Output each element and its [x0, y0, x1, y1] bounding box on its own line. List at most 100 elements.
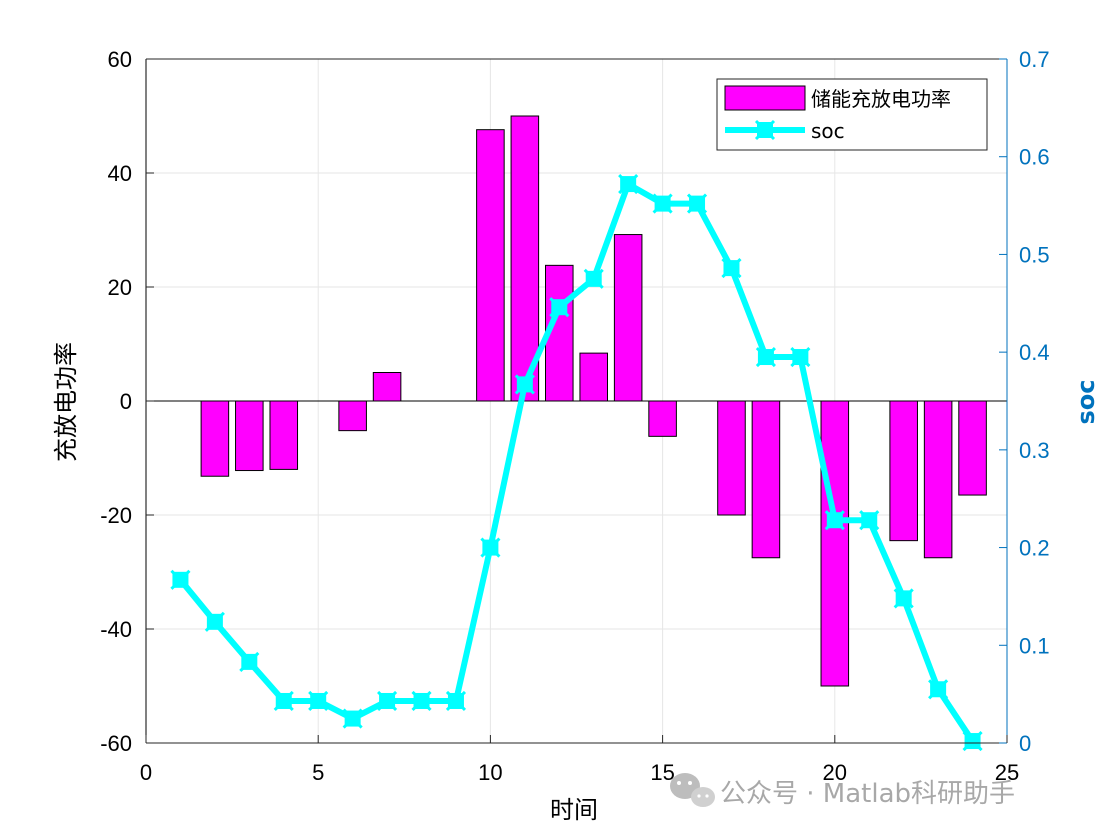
soc-point — [342, 708, 363, 729]
power-bar — [751, 400, 781, 559]
power-bar — [510, 115, 540, 402]
x-tick-label: 20 — [823, 760, 847, 785]
power-bar — [923, 400, 953, 559]
soc-point — [239, 651, 260, 672]
soc-marker-cross — [928, 679, 949, 700]
soc-marker-cross — [273, 690, 294, 712]
wechat-icon — [670, 773, 715, 807]
soc-marker-cross — [754, 119, 776, 141]
power-bar — [269, 400, 299, 470]
soc-marker-cross — [480, 537, 501, 558]
soc-point — [824, 510, 845, 531]
soc-marker-cross — [204, 611, 225, 632]
soc-marker-cross — [239, 651, 260, 672]
legend-label-power: 储能充放电功率 — [811, 87, 951, 111]
x-tick-label: 10 — [478, 760, 502, 785]
left-tick-label: -40 — [100, 617, 132, 642]
legend-label-soc: soc — [811, 119, 845, 143]
power-bar — [338, 400, 367, 432]
x-axis-label: 时间 — [550, 796, 598, 824]
soc-point — [754, 119, 776, 141]
soc-point — [893, 588, 914, 609]
soc-point — [583, 268, 604, 289]
power-bar — [235, 400, 264, 472]
power-bar — [200, 400, 230, 477]
soc-marker-cross — [549, 297, 570, 318]
power-bar — [648, 400, 677, 437]
soc-marker-cross — [514, 374, 535, 395]
right-tick-label: 0.1 — [1019, 633, 1050, 658]
left-axis-ticks: -60 -40 -20 0 20 40 60 — [100, 47, 154, 756]
legend-swatch-bar — [724, 85, 806, 111]
soc-point — [721, 258, 742, 279]
right-axis-ticks: 0 0.1 0.2 0.3 0.4 0.5 0.6 0.7 — [999, 47, 1050, 756]
watermark-text: 公众号 · Matlab科研助手 — [720, 779, 1015, 809]
right-axis-label: soc — [1072, 380, 1100, 425]
power-bar — [889, 400, 918, 542]
legend-marker — [754, 119, 776, 141]
soc-point — [308, 690, 329, 712]
soc-marker-cross — [721, 258, 742, 279]
right-tick-label: 0.5 — [1019, 242, 1050, 267]
left-tick-label: -60 — [100, 731, 132, 756]
x-axis-ticks: 0 5 10 15 20 25 — [140, 735, 1019, 785]
x-tick-label: 5 — [312, 760, 324, 785]
power-bar — [958, 400, 987, 496]
right-tick-label: 0.6 — [1019, 145, 1050, 170]
left-axis-label: 充放电功率 — [52, 342, 80, 462]
x-tick-label: 25 — [995, 760, 1019, 785]
right-tick-label: 0.4 — [1019, 340, 1050, 365]
soc-point — [859, 510, 880, 531]
left-tick-label: 0 — [120, 389, 132, 414]
left-tick-label: -20 — [100, 503, 132, 528]
soc-marker-cross — [411, 690, 432, 712]
soc-marker-cross — [170, 569, 191, 590]
soc-marker-cross — [652, 193, 673, 214]
right-tick-label: 0 — [1019, 731, 1031, 756]
soc-point — [445, 690, 467, 712]
soc-marker-cross — [342, 708, 363, 729]
soc-marker-cross — [618, 174, 639, 195]
soc-marker-cross — [962, 730, 983, 752]
power-bar — [820, 400, 850, 687]
soc-point — [686, 193, 708, 214]
soc-marker-cross — [583, 268, 604, 289]
soc-series — [170, 174, 983, 752]
soc-marker-cross — [859, 510, 880, 531]
soc-line-path — [178, 181, 976, 743]
power-bar — [579, 352, 608, 402]
soc-point — [962, 730, 983, 752]
soc-marker-cross — [686, 193, 708, 214]
soc-marker-cross — [790, 346, 811, 368]
soc-marker-cross — [893, 588, 914, 609]
left-tick-label: 60 — [108, 47, 132, 72]
soc-marker-cross — [445, 690, 467, 712]
soc-point — [652, 193, 673, 214]
power-bar — [476, 129, 505, 402]
soc-marker-cross — [308, 690, 329, 712]
soc-marker-cross — [755, 346, 776, 368]
soc-point — [514, 374, 535, 395]
soc-point — [755, 346, 776, 368]
soc-point — [377, 690, 398, 712]
soc-point — [549, 297, 570, 318]
soc-point — [411, 690, 432, 712]
soc-point — [618, 174, 639, 195]
x-tick-label: 0 — [140, 760, 152, 785]
soc-point — [928, 679, 949, 700]
soc-point — [480, 537, 501, 558]
left-tick-label: 20 — [108, 275, 132, 300]
legend: 储能充放电功率 soc — [716, 78, 988, 151]
right-tick-label: 0.7 — [1019, 47, 1050, 72]
soc-point — [204, 611, 225, 632]
soc-point — [170, 569, 191, 590]
soc-point — [790, 346, 811, 368]
power-bar — [372, 372, 402, 402]
power-bar — [613, 234, 643, 402]
x-tick-label: 15 — [650, 760, 674, 785]
soc-point — [273, 690, 294, 712]
soc-marker-cross — [377, 690, 398, 712]
power-bar — [717, 400, 746, 516]
soc-marker-cross — [824, 510, 845, 531]
